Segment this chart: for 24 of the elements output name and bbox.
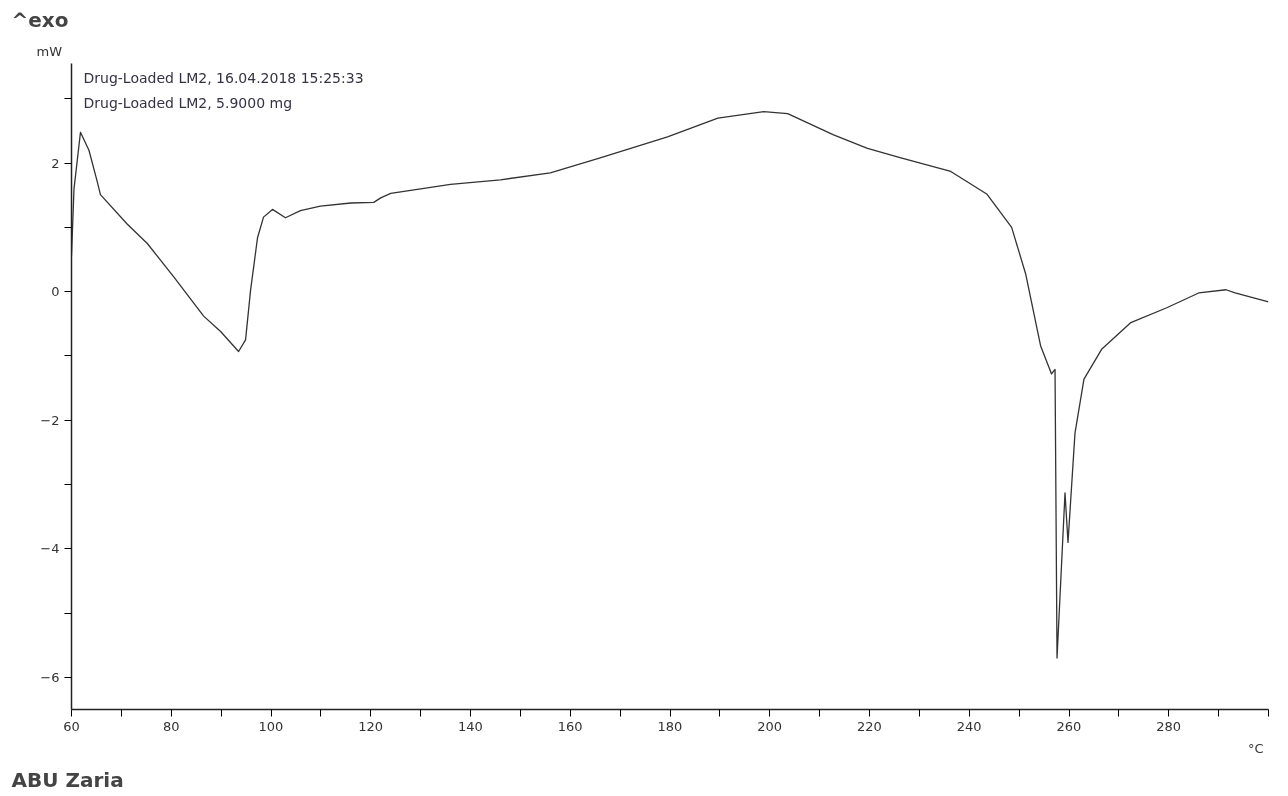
x-tick-label: 80: [162, 718, 180, 734]
x-tick-label: 200: [757, 718, 783, 734]
x-tick-label: 120: [358, 718, 384, 734]
x-tick-label: 60: [63, 718, 80, 734]
y-tick-label: −6: [40, 669, 60, 685]
x-tick-label: 160: [557, 718, 583, 734]
x-tick-label: 140: [458, 718, 483, 734]
y-tick-label: −2: [40, 412, 60, 428]
x-tick-label: 280: [1156, 718, 1182, 734]
y-tick-label: −4: [40, 541, 60, 557]
text: ABU Zaria: [11, 767, 124, 792]
x-axis-title: °C: [1247, 740, 1264, 756]
x-tick-label: 260: [1056, 718, 1082, 734]
line-series: [71, 111, 1269, 659]
y-axis-title: mW: [36, 43, 63, 59]
x-tick-label: 180: [657, 718, 683, 734]
annotation: Drug-Loaded LM2, 16.04.2018 15:25:33: [83, 69, 364, 86]
x-tick-label: 100: [258, 718, 284, 734]
annotation: Drug-Loaded LM2, 5.9000 mg: [83, 94, 293, 111]
x-tick-label: 240: [956, 718, 982, 734]
x-tick-label: 220: [857, 718, 882, 734]
y-tick-label: 0: [51, 284, 60, 300]
chart-title: ^exo: [11, 7, 69, 32]
y-tick-label: 2: [51, 155, 60, 171]
